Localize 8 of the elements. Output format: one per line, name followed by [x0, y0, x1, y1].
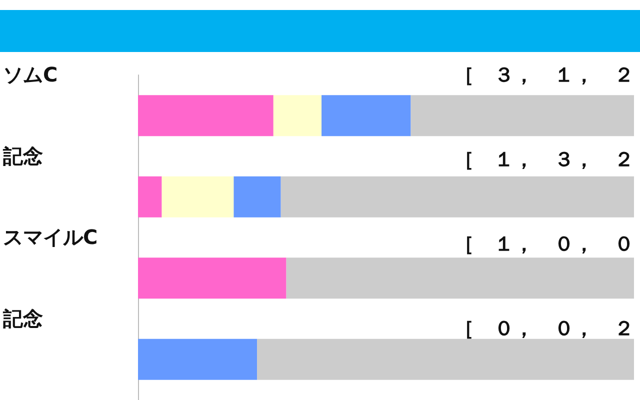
y-tick-label: ソムC — [3, 62, 58, 87]
y-tick-label: スマイルC — [3, 225, 98, 250]
annotation: ［ １， ３， ２ — [454, 146, 634, 171]
y-tick-label: 記念 — [2, 144, 43, 168]
annotation: ［ ３， １， ２ — [454, 62, 634, 86]
y-tick-label: 記念 — [2, 306, 43, 330]
annotation: ［ １， ０， ０ — [454, 231, 634, 256]
annotation: ［ ０， ０， ２ — [454, 316, 634, 340]
